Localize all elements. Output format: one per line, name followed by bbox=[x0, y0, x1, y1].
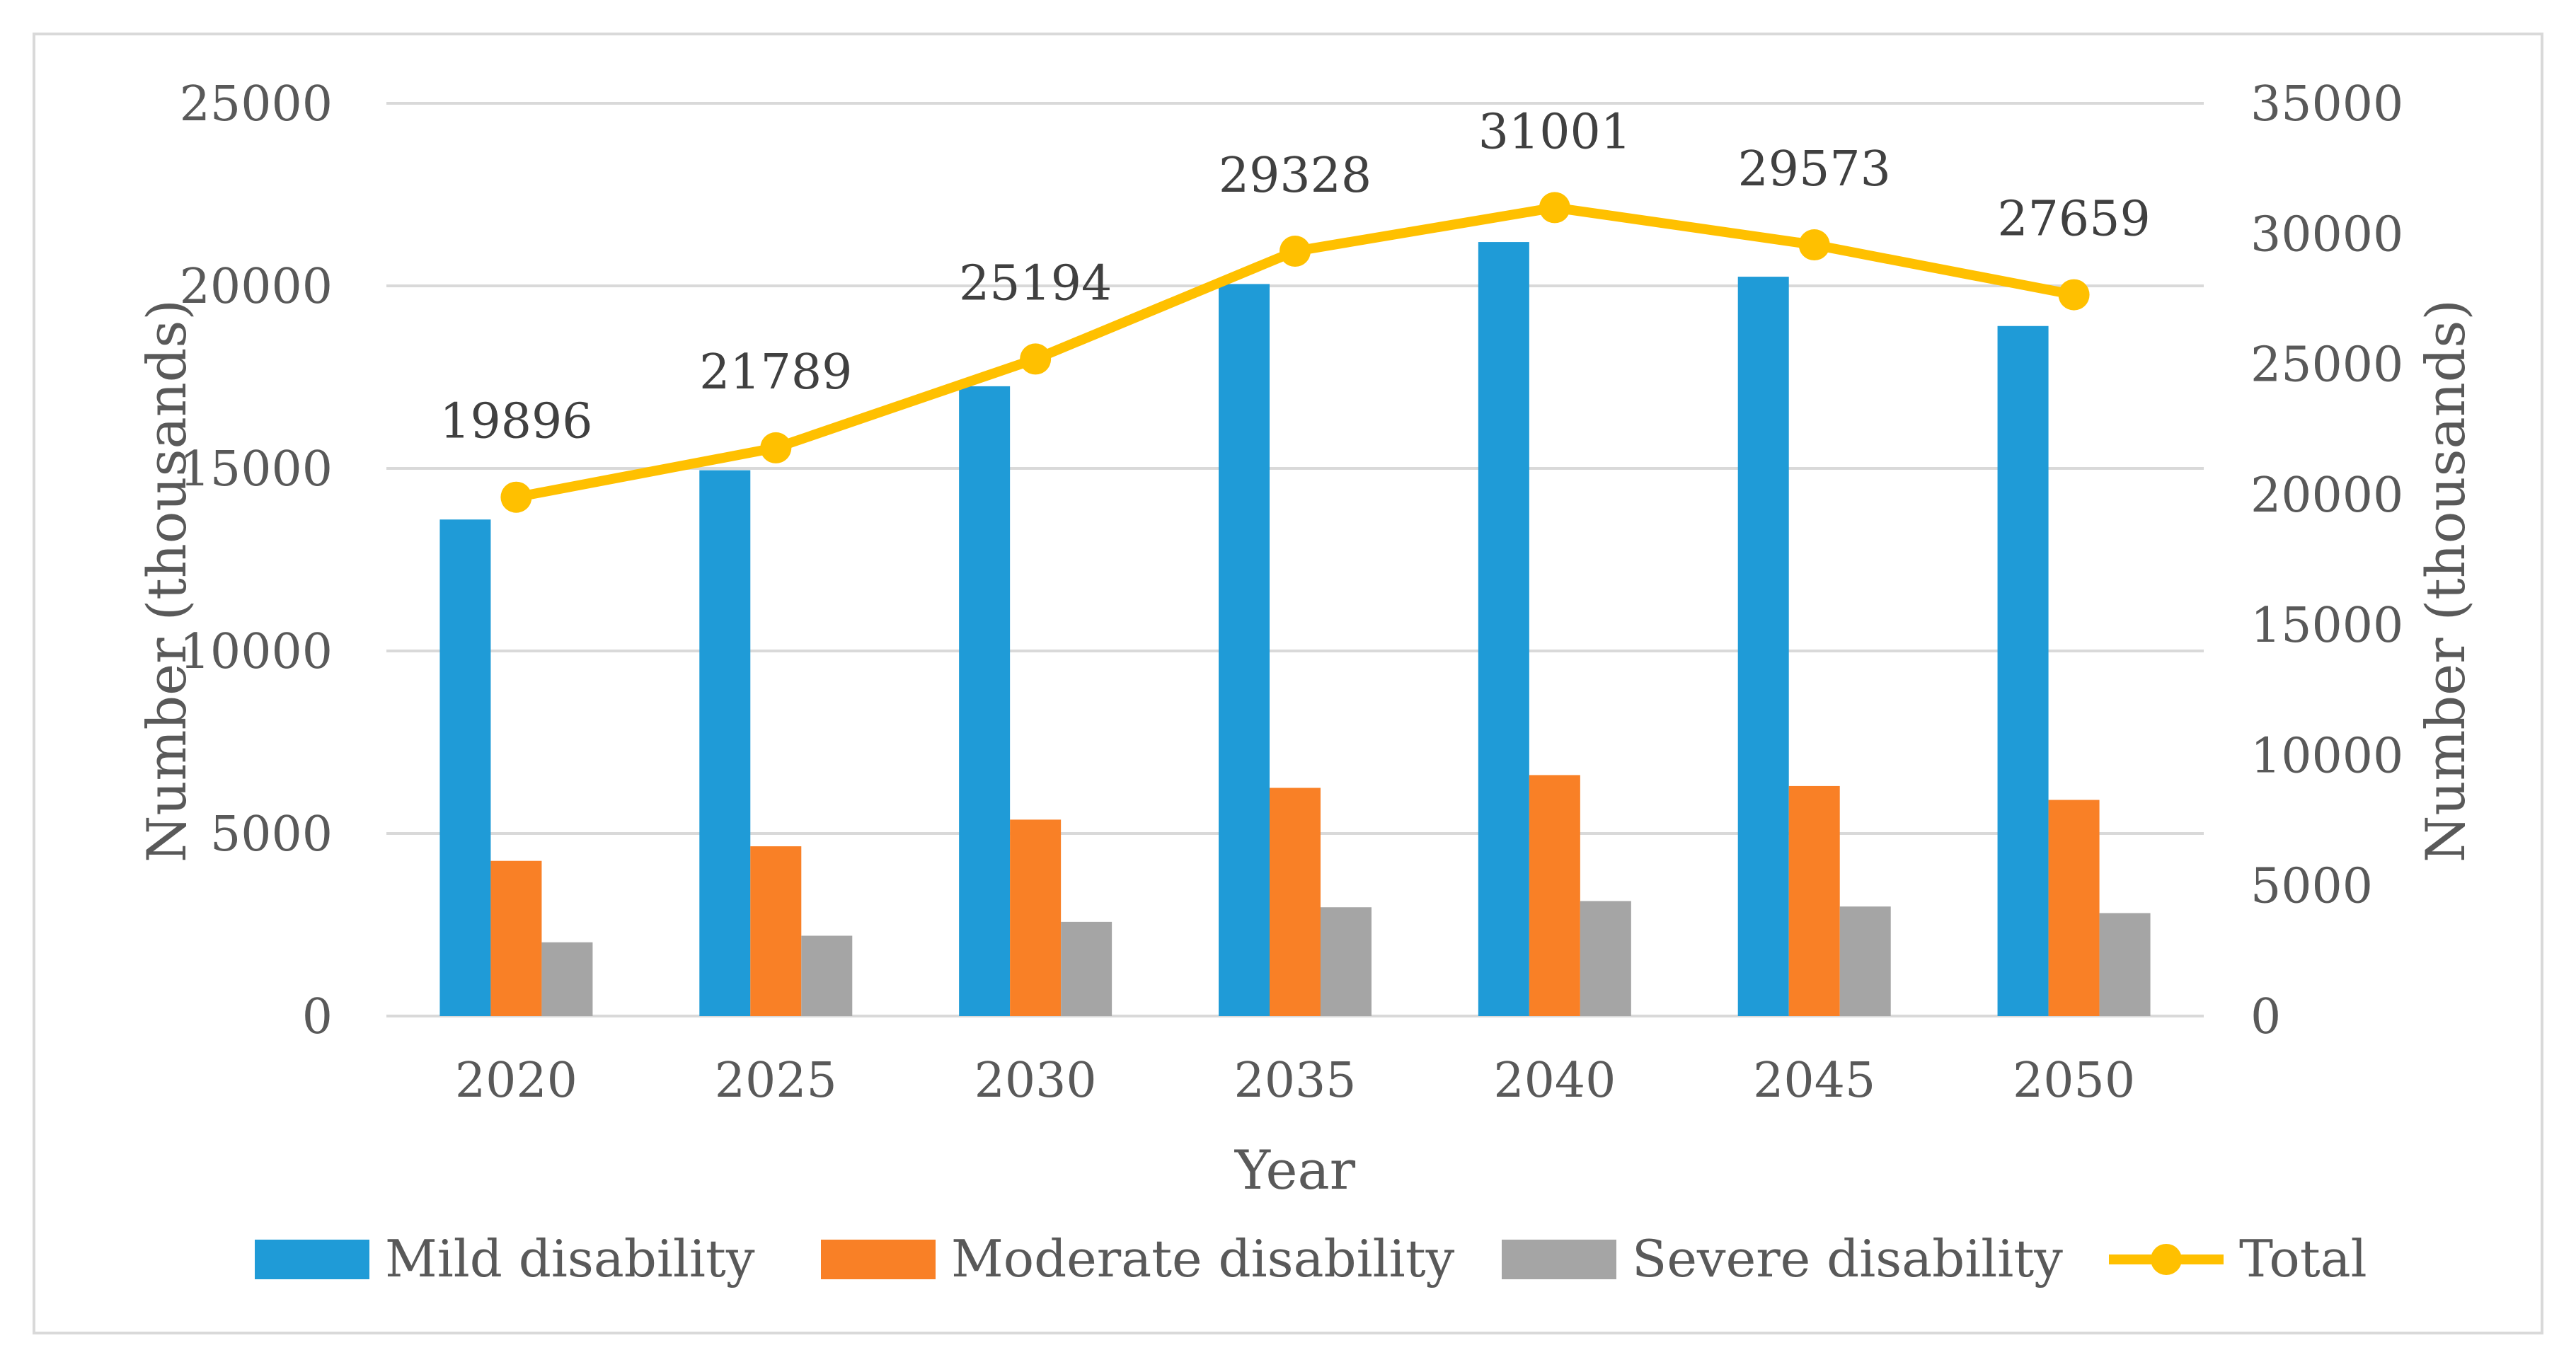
y-tick-label-right: 35000 bbox=[2250, 76, 2403, 132]
y-tick-label-left: 10000 bbox=[180, 624, 333, 680]
x-tick-label: 2035 bbox=[1234, 1053, 1356, 1109]
bar-severe-disability bbox=[1321, 907, 1372, 1016]
legend-label: Severe disability bbox=[1632, 1229, 2063, 1288]
bar-moderate-disability bbox=[1010, 819, 1062, 1016]
y-tick-label-right: 5000 bbox=[2250, 859, 2373, 915]
legend-swatch bbox=[1502, 1240, 1616, 1279]
bar-severe-disability bbox=[1839, 906, 1891, 1016]
legend: Mild disability Moderate disability Severe… bbox=[255, 1229, 2367, 1288]
x-tick-label: 2025 bbox=[715, 1053, 837, 1109]
bar-mild-disability bbox=[699, 470, 751, 1016]
y-tick-label-right: 10000 bbox=[2250, 728, 2403, 784]
legend-swatch bbox=[255, 1240, 369, 1279]
bar-mild-disability bbox=[439, 519, 491, 1016]
bar-mild-disability bbox=[1737, 277, 1789, 1017]
bar-mild-disability bbox=[1997, 325, 2049, 1016]
x-tick-label: 2040 bbox=[1493, 1053, 1616, 1109]
bar-moderate-disability bbox=[1788, 785, 1840, 1016]
y-tick-label-right: 0 bbox=[2250, 989, 2281, 1045]
total-data-label: 19896 bbox=[439, 394, 592, 450]
y-axis-title-right: Number (thousands) bbox=[2414, 299, 2477, 863]
total-point bbox=[2058, 279, 2090, 311]
total-point bbox=[1539, 192, 1570, 224]
total-data-label: 25194 bbox=[959, 255, 1112, 311]
y-tick-label-right: 20000 bbox=[2250, 468, 2403, 524]
bar-moderate-disability bbox=[490, 860, 542, 1016]
total-data-label: 21789 bbox=[699, 345, 852, 400]
total-data-label: 27659 bbox=[1997, 192, 2150, 248]
y-axis-title-left: Number (thousands) bbox=[135, 299, 198, 863]
y-tick-label-right: 30000 bbox=[2250, 207, 2403, 263]
y-tick-label-left: 25000 bbox=[180, 76, 333, 132]
legend-label: Mild disability bbox=[385, 1229, 755, 1288]
legend-label: Total bbox=[2239, 1229, 2367, 1288]
bar-moderate-disability bbox=[750, 846, 802, 1016]
bar-severe-disability bbox=[1061, 921, 1112, 1016]
y-tick-label-left: 20000 bbox=[180, 259, 333, 315]
x-tick-label: 2020 bbox=[455, 1053, 577, 1109]
y-tick-label-right: 15000 bbox=[2250, 598, 2403, 654]
bar-mild-disability bbox=[1219, 284, 1270, 1016]
total-point bbox=[1280, 236, 1311, 267]
bar-mild-disability bbox=[1478, 242, 1529, 1017]
x-tick-label: 2045 bbox=[1753, 1053, 1875, 1109]
y-tick-label-left: 5000 bbox=[210, 807, 333, 863]
total-point bbox=[500, 481, 532, 513]
total-data-label: 29328 bbox=[1219, 148, 1372, 204]
legend-swatch bbox=[821, 1240, 936, 1279]
bar-moderate-disability bbox=[2048, 800, 2100, 1016]
bar-severe-disability bbox=[541, 942, 593, 1016]
legend-marker bbox=[2151, 1244, 2182, 1275]
x-tick-label: 2050 bbox=[2013, 1053, 2135, 1109]
bar-moderate-disability bbox=[1270, 788, 1321, 1016]
bar-mild-disability bbox=[959, 386, 1011, 1016]
y-tick-label-left: 0 bbox=[302, 989, 333, 1045]
x-tick-label: 2030 bbox=[974, 1053, 1097, 1109]
total-data-label: 31001 bbox=[1478, 104, 1631, 160]
bar-severe-disability bbox=[2099, 913, 2151, 1016]
bar-severe-disability bbox=[1580, 901, 1631, 1016]
chart-frame: 0 5000 10000 15000 20000 25000 0 5000 10000 15000… bbox=[33, 33, 2543, 1334]
total-point bbox=[760, 432, 792, 463]
legend-label: Moderate disability bbox=[951, 1229, 1455, 1288]
total-data-label: 29573 bbox=[1738, 142, 1891, 197]
total-point bbox=[1798, 229, 1830, 261]
x-axis-title: Year bbox=[1234, 1138, 1356, 1201]
bar-moderate-disability bbox=[1529, 775, 1580, 1016]
y-tick-label-right: 25000 bbox=[2250, 338, 2403, 393]
bar-severe-disability bbox=[801, 935, 853, 1016]
y-tick-label-left: 15000 bbox=[180, 442, 333, 497]
total-point bbox=[1020, 343, 1052, 375]
chart-svg: 0 5000 10000 15000 20000 25000 0 5000 10000 15000… bbox=[135, 76, 2477, 1288]
